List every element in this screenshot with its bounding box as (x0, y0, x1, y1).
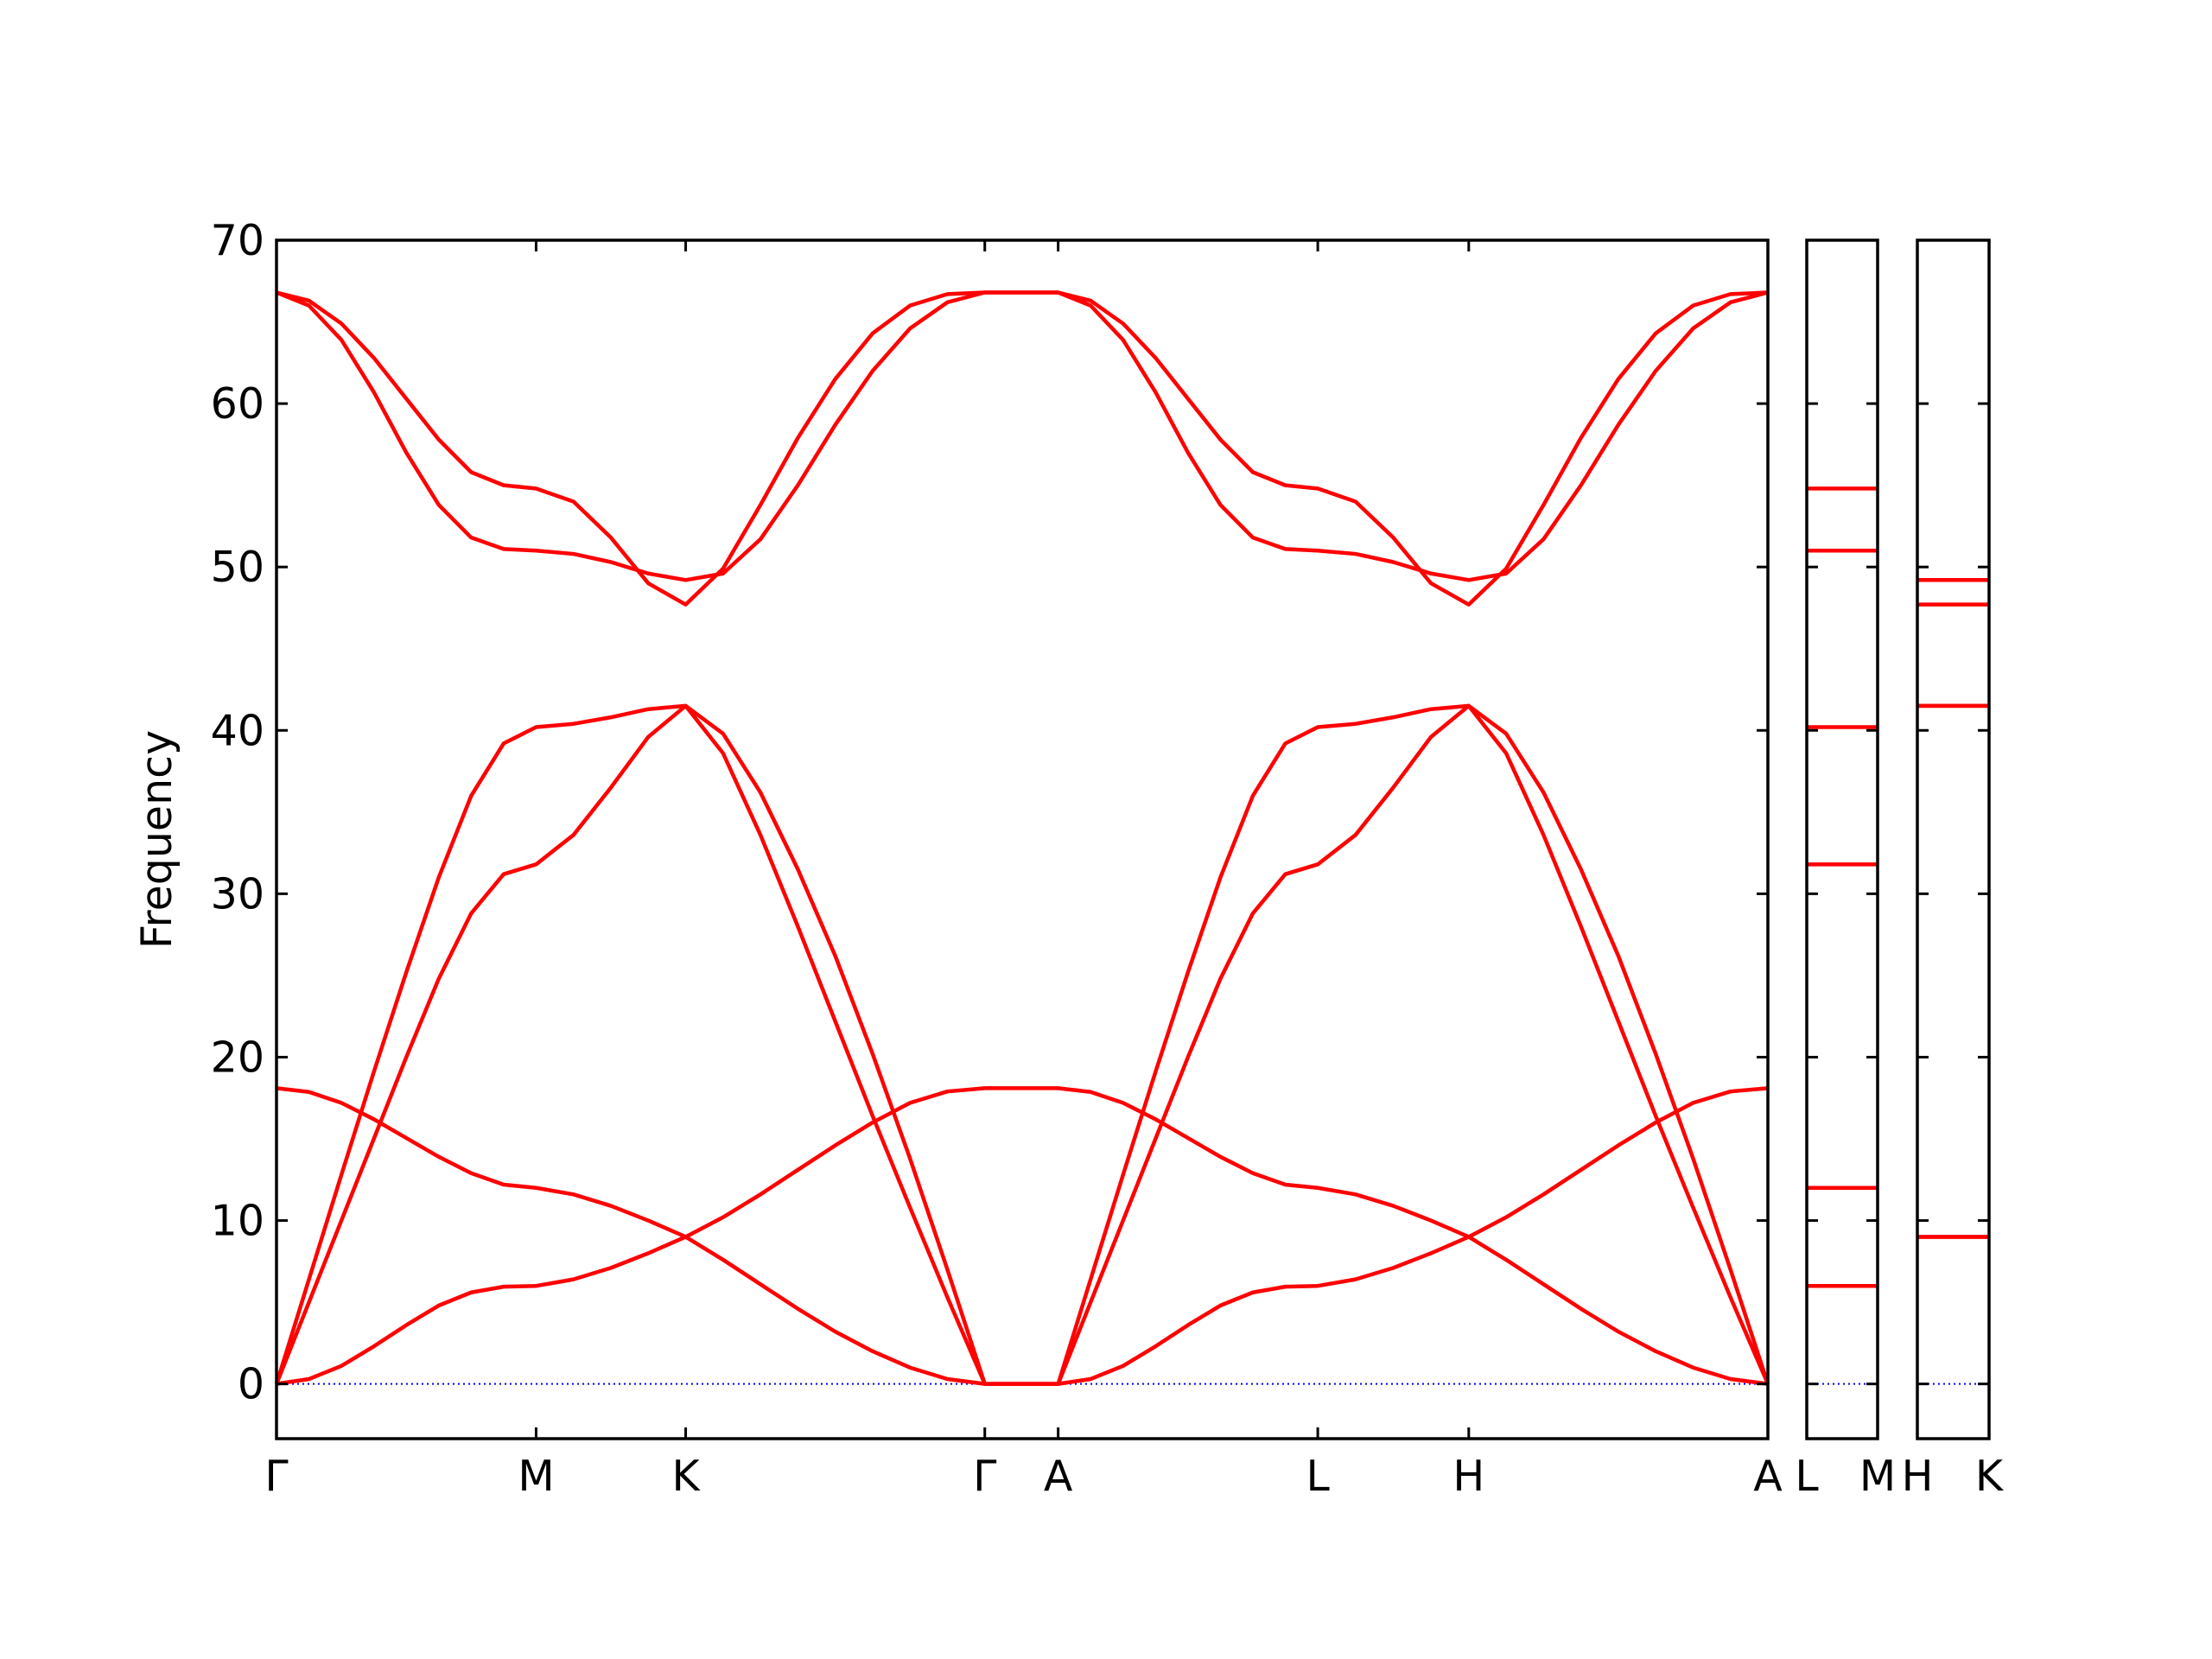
y-tick-label: 60 (211, 379, 264, 429)
axes-frame (1805, 238, 1879, 1440)
x-tick-label: H (1902, 1452, 1934, 1501)
x-tick-label: L (1306, 1452, 1330, 1501)
x-tick-label: L (1795, 1452, 1819, 1501)
y-tick-label: 40 (211, 706, 264, 755)
y-tick-label: 0 (238, 1360, 264, 1409)
axes-frame (1916, 238, 1991, 1440)
band-line (276, 290, 1769, 607)
y-tick-label: 20 (211, 1033, 264, 1082)
x-tick-label: K (1975, 1452, 2005, 1501)
y-tick-label: 50 (211, 543, 264, 592)
y-tick-label: 30 (211, 869, 264, 918)
x-tick-label: M (518, 1452, 554, 1501)
x-tick-label: A (1044, 1452, 1073, 1501)
x-tick-label: K (671, 1452, 701, 1501)
x-tick-label: Γ (264, 1452, 289, 1501)
y-axis-label: Frequency (132, 730, 181, 949)
y-tick-label: 10 (211, 1197, 264, 1246)
band-line (276, 1086, 1769, 1386)
x-tick-label: M (1859, 1452, 1896, 1501)
axes-frame (275, 238, 1770, 1440)
x-tick-label: H (1452, 1452, 1484, 1501)
band-line (274, 703, 1770, 1386)
y-tick-label: 70 (211, 216, 264, 265)
band-line (274, 703, 1770, 1386)
band-line (276, 1086, 1769, 1386)
x-tick-label: A (1753, 1452, 1783, 1501)
band-line (276, 290, 1769, 582)
x-tick-label: Γ (973, 1452, 997, 1501)
